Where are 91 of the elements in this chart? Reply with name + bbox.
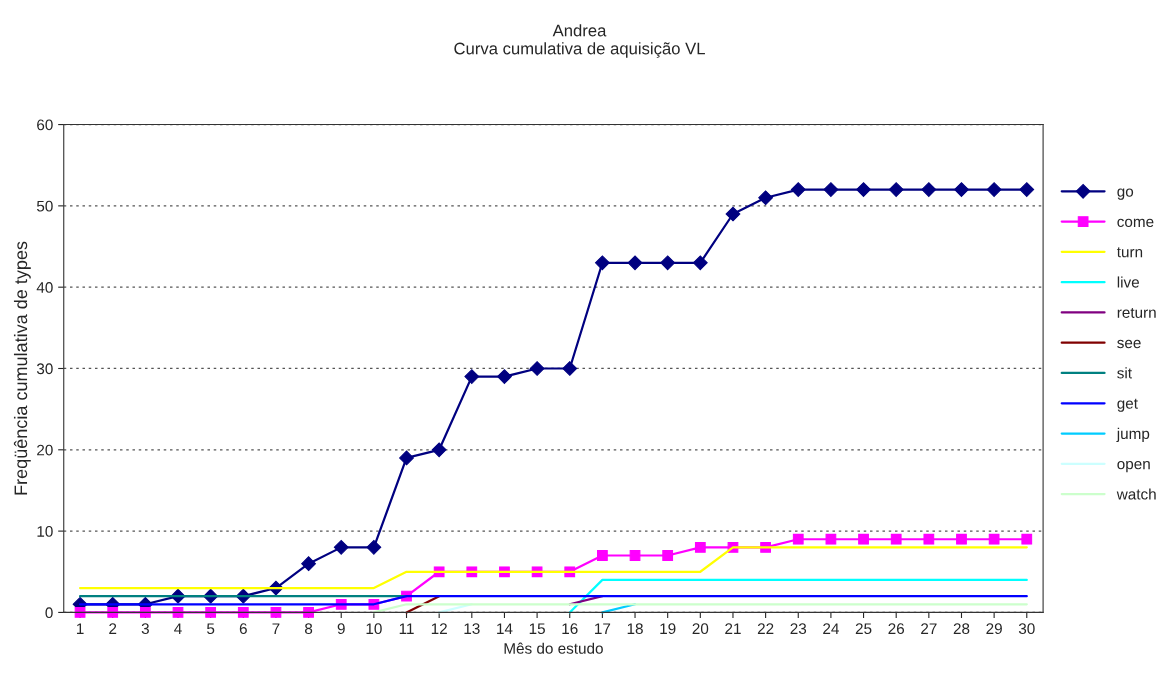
point: [237, 607, 249, 618]
x-tick-label: 23: [790, 623, 807, 635]
point: [597, 550, 608, 561]
point: [725, 206, 741, 222]
point: [890, 533, 902, 545]
x-tick-label: 28: [953, 623, 970, 635]
y-tick-label: 60: [37, 119, 53, 131]
point: [205, 607, 217, 618]
x-tick-label: 18: [627, 623, 643, 635]
point: [694, 541, 706, 553]
point: [986, 182, 1002, 197]
x-tick-label: 22: [757, 623, 774, 634]
x-tick-label: 16: [562, 623, 578, 635]
point: [825, 533, 837, 545]
point: [888, 182, 904, 197]
x-tick-label: 5: [207, 623, 215, 635]
point: [956, 533, 967, 545]
x-tick-label: 30: [1018, 623, 1035, 635]
point: [1019, 182, 1035, 197]
x-tick-label: 24: [823, 623, 839, 634]
legend-label: come: [1117, 218, 1154, 228]
point: [923, 533, 935, 545]
legend-label: jump: [1116, 427, 1150, 443]
x-tick-label: 21: [725, 623, 741, 634]
legend-label: get: [1117, 398, 1138, 412]
y-axis-title: Freqüência cumulativa de types: [13, 241, 31, 495]
point: [660, 255, 676, 271]
point: [399, 450, 414, 466]
x-tick-label: 7: [272, 623, 280, 634]
y-tick-label: 0: [45, 607, 53, 619]
legend-label: sit: [1117, 367, 1132, 379]
point: [627, 255, 643, 271]
legend-label: watch: [1116, 488, 1156, 500]
legend-label: return: [1117, 307, 1156, 318]
point: [107, 607, 119, 618]
y-tick-label: 50: [36, 200, 53, 212]
point: [303, 607, 314, 618]
x-tick-label: 27: [921, 623, 937, 634]
x-tick-label: 29: [986, 623, 1002, 635]
x-tick-label: 25: [855, 623, 872, 635]
point: [954, 182, 969, 197]
x-tick-label: 4: [174, 623, 182, 634]
x-tick-label: 9: [337, 623, 345, 635]
point: [988, 533, 1000, 545]
x-tick-label: 1: [76, 623, 84, 634]
point: [1021, 533, 1033, 545]
x-tick-label: 3: [141, 623, 149, 635]
point: [431, 442, 447, 458]
point: [629, 550, 641, 561]
x-tick-label: 8: [305, 623, 313, 635]
point: [758, 190, 774, 206]
point: [464, 369, 480, 385]
x-tick-label: 2: [109, 623, 117, 634]
x-tick-label: 19: [660, 623, 676, 635]
point: [662, 550, 674, 561]
point: [595, 255, 610, 271]
x-tick-label: 20: [692, 623, 709, 635]
x-tick-label: 6: [239, 623, 247, 635]
x-tick-label: 26: [888, 623, 905, 635]
legend-label: see: [1117, 339, 1141, 349]
point: [790, 182, 806, 197]
y-tick-label: 20: [37, 444, 53, 456]
legend-label: live: [1117, 276, 1139, 288]
x-tick-label: 13: [464, 623, 480, 635]
point: [366, 539, 382, 555]
x-tick-label: 14: [497, 623, 513, 634]
x-tick-label: 15: [529, 623, 545, 635]
point: [333, 539, 349, 555]
point: [529, 361, 545, 376]
point: [823, 182, 839, 197]
point: [139, 607, 151, 618]
point: [858, 533, 869, 545]
x-axis-title: Mês do estudo: [504, 642, 603, 654]
legend-label: open: [1117, 460, 1150, 473]
y-tick-label: 30: [36, 363, 53, 375]
x-tick-label: 11: [399, 623, 414, 634]
x-tick-label: 17: [595, 623, 611, 634]
point: [301, 556, 316, 572]
point: [562, 361, 578, 376]
x-tick-label: 10: [366, 623, 382, 635]
point: [921, 182, 937, 197]
legend-label: turn: [1116, 247, 1143, 258]
point: [792, 533, 804, 545]
x-tick-label: 12: [431, 623, 447, 634]
point: [497, 369, 512, 385]
point: [692, 255, 708, 271]
legend-label: go: [1117, 188, 1134, 200]
y-tick-label: 40: [36, 282, 53, 293]
chart-title: Andrea Curva cumulativa de aquisição VL: [454, 24, 705, 58]
y-tick-label: 10: [37, 525, 53, 537]
point: [856, 182, 871, 197]
